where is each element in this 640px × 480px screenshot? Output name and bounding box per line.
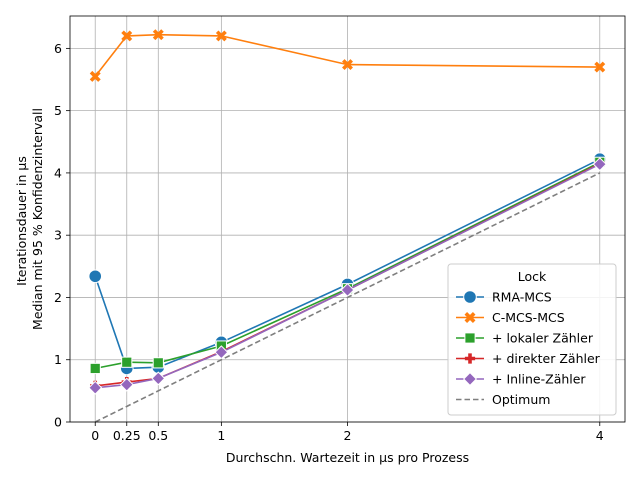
data-point: [152, 29, 164, 41]
series-lines: [88, 29, 607, 423]
legend-entry: RMA-MCS: [456, 290, 552, 305]
legend-entry: + Inline-Zähler: [456, 372, 586, 387]
data-point: [121, 356, 133, 368]
x-axis-label: Durchschn. Wartezeit in µs pro Prozess: [226, 450, 469, 465]
legend-entry: Optimum: [456, 392, 550, 407]
legend-entry: C-MCS-MCS: [456, 310, 565, 325]
x-tick-label: 1: [217, 428, 225, 443]
data-point: [462, 371, 478, 387]
data-point: [340, 282, 355, 297]
data-point: [463, 290, 477, 304]
y-tick-label: 3: [54, 228, 62, 243]
series-inline-z-hler: [88, 157, 607, 395]
data-point: [464, 353, 476, 364]
x-tick-label: 2: [344, 428, 352, 443]
legend-label: Optimum: [492, 392, 550, 407]
legend-label: RMA-MCS: [492, 290, 552, 305]
y-axis-label-line-1: Iterationsdauer in µs: [14, 156, 29, 286]
data-point: [464, 312, 476, 323]
data-point: [592, 157, 607, 172]
legend-label: C-MCS-MCS: [492, 310, 565, 325]
legend-label: + direkter Zähler: [492, 351, 601, 366]
legend-box: [447, 263, 617, 416]
data-point: [89, 70, 101, 82]
data-point: [214, 345, 229, 360]
series-c-mcs-mcs: [89, 29, 606, 82]
y-tick-label: 4: [54, 165, 62, 180]
y-tick-label: 6: [54, 41, 62, 56]
data-point: [464, 332, 476, 344]
data-point: [119, 377, 134, 392]
series-line: [94, 33, 600, 77]
y-tick-label: 0: [54, 415, 62, 430]
x-tick-label: 4: [596, 428, 604, 443]
data-point: [88, 380, 103, 395]
y-axis-label-line-2: Median mit 95 % Konfidenzintervall: [30, 108, 45, 330]
y-tick-label: 1: [54, 352, 62, 367]
y-axis-label: Iterationsdauer in µs Median mit 95 % Ko…: [14, 108, 45, 330]
data-point: [151, 371, 166, 386]
x-tick-label: 0.25: [113, 428, 141, 443]
legend-label: + lokaler Zähler: [492, 331, 594, 346]
legend-entry: + lokaler Zähler: [456, 331, 594, 346]
data-point: [152, 357, 164, 369]
legend-title: Lock: [518, 269, 547, 284]
data-point: [89, 362, 101, 375]
data-point: [121, 30, 133, 42]
legend-label: + Inline-Zähler: [492, 372, 586, 387]
x-tick-label: 0.5: [148, 428, 168, 443]
y-tick-label: 2: [54, 290, 62, 305]
legend-entry: + direkter Zähler: [456, 351, 601, 366]
data-point: [342, 59, 353, 71]
axis-ticks: 0 0.25 0.5 1 2 4 0 1 2 3 4 5 6: [54, 41, 604, 443]
data-point: [594, 61, 606, 73]
series-line: [94, 172, 601, 423]
data-point: [88, 269, 103, 284]
x-tick-label: 0: [91, 428, 99, 443]
series-optimum: [94, 172, 601, 423]
data-point: [215, 30, 227, 42]
y-tick-label: 5: [54, 103, 62, 118]
legend: Lock RMA-MCS C-MCS-MCS + lokaler Zähler + di…: [447, 263, 617, 416]
